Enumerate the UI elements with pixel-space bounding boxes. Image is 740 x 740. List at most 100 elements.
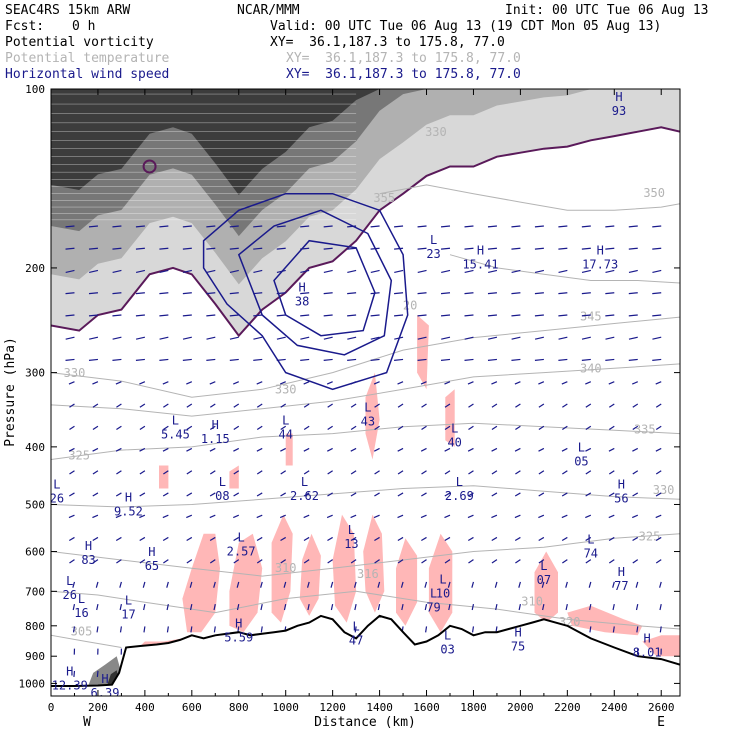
fcst-label: Fcst: (5, 19, 45, 34)
wind-vector (233, 447, 240, 452)
wind-vector (69, 470, 75, 475)
wind-vector (276, 247, 286, 250)
wind-vector (190, 626, 193, 633)
wind-vector (323, 269, 333, 274)
wind-vector (534, 336, 545, 340)
wind-vector (605, 314, 615, 317)
wind-vector (260, 604, 263, 611)
wind-vector (491, 381, 498, 385)
wind-vector (186, 381, 193, 385)
wind-vector (440, 225, 451, 228)
wind-vector (487, 314, 497, 317)
wind-vector (229, 314, 239, 317)
wind-vector (565, 604, 568, 611)
theta-contour-label: 20 (403, 299, 417, 313)
wind-vector (394, 292, 404, 295)
wind-vector (420, 514, 427, 519)
low-marker: L (352, 619, 359, 633)
wind-vector (444, 559, 451, 564)
y-tick-label: 400 (25, 441, 45, 454)
wind-vector (468, 425, 474, 431)
wind-vector (276, 314, 286, 317)
high-wind-region (534, 551, 558, 623)
pv-closed-contour (142, 159, 157, 174)
wind-vector (112, 269, 122, 274)
wind-vector (488, 269, 498, 274)
high-marker: H (66, 664, 73, 678)
extremum-value: 07 (537, 573, 551, 587)
wind-speed-contour (237, 209, 393, 356)
wind-vector (256, 425, 263, 431)
y-tick-label: 900 (25, 650, 45, 663)
field-xy-theta: XY= 36.1,187.3 to 175.8, 77.0 (286, 51, 521, 66)
x-tick-label: 1200 (319, 701, 346, 714)
wind-vector (280, 403, 287, 408)
wind-vector (256, 403, 263, 408)
wind-vector (655, 425, 662, 431)
high-marker: H (618, 565, 625, 579)
wind-vector (135, 225, 145, 228)
wind-vector (397, 447, 404, 452)
wind-vector (441, 269, 451, 274)
wind-vector (115, 536, 122, 541)
wind-vector (303, 447, 310, 452)
wind-vector (300, 247, 310, 250)
extremum-value: 03 (440, 642, 454, 656)
low-marker: L (237, 530, 244, 544)
wind-vector (166, 626, 169, 633)
wind-vector (162, 447, 169, 452)
wind-vector (628, 247, 638, 250)
wind-vector (162, 492, 169, 497)
wind-vector (206, 292, 216, 295)
wind-vector (300, 292, 310, 295)
wind-vector (303, 381, 310, 385)
extremum-value: 5.59 (224, 630, 253, 644)
theta-contour (51, 485, 680, 508)
wind-vector (256, 492, 263, 497)
wind-vector (69, 425, 75, 431)
wind-vector (374, 492, 380, 497)
wind-vector (585, 536, 592, 541)
x-axis-title: Distance (km) (314, 715, 416, 730)
high-wind-region (642, 635, 680, 657)
wind-vector (558, 358, 568, 361)
wind-vector (135, 269, 146, 274)
wind-vector (92, 514, 99, 519)
wind-vector (347, 314, 357, 317)
wind-vector (495, 604, 498, 611)
wind-vector (373, 447, 380, 452)
wind-vector (88, 292, 99, 295)
low-marker: L (587, 533, 594, 547)
wind-vector (236, 581, 240, 588)
wind-vector (491, 514, 498, 519)
wind-vector (628, 336, 638, 340)
wind-vector (608, 403, 615, 408)
wind-vector (515, 559, 521, 564)
wind-vector (467, 447, 474, 452)
field-name-theta: Potential temperature (5, 51, 170, 66)
wind-vector (421, 403, 427, 408)
wind-vector (330, 604, 334, 611)
wind-vector (229, 358, 239, 361)
wind-vector (347, 358, 357, 361)
wind-vector (163, 425, 169, 431)
high-marker: H (125, 491, 132, 505)
wind-vector (605, 292, 615, 295)
low-marker: L (430, 233, 437, 247)
wind-vector (561, 514, 568, 519)
wind-vector (585, 492, 592, 497)
wind-vector (635, 604, 639, 611)
wind-vector (209, 403, 216, 408)
wind-vector (186, 447, 193, 452)
wind-vector (397, 514, 404, 519)
high-wind-region (567, 605, 643, 636)
high-wind-region (159, 465, 169, 489)
wind-vector (565, 581, 568, 588)
wind-vector (92, 492, 99, 497)
wind-vector (417, 292, 427, 295)
wind-vector (182, 247, 192, 250)
wind-vector (608, 514, 615, 519)
wind-vector (373, 381, 380, 385)
wind-vector (370, 225, 380, 228)
wind-vector (112, 358, 122, 361)
